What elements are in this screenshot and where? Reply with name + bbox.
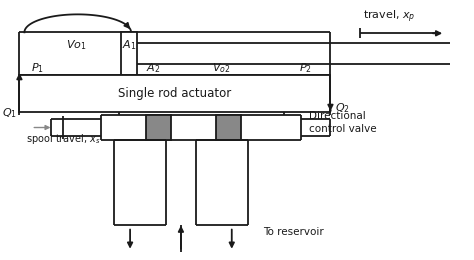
- Text: Directional
control valve: Directional control valve: [309, 111, 376, 134]
- Text: $P_2$: $P_2$: [299, 61, 312, 75]
- Text: $A_1$: $A_1$: [122, 38, 137, 52]
- Text: $V_{o2}$: $V_{o2}$: [211, 61, 230, 75]
- Text: $Q_1$: $Q_1$: [2, 107, 18, 120]
- Text: $Q_2$: $Q_2$: [336, 102, 350, 115]
- Text: Single rod actuator: Single rod actuator: [118, 87, 232, 100]
- Bar: [121, 32, 137, 75]
- Text: $Vo_1$: $Vo_1$: [66, 38, 87, 52]
- Bar: [146, 115, 171, 140]
- Text: $A_2$: $A_2$: [146, 61, 160, 75]
- Text: spool travel, $x_s$: spool travel, $x_s$: [27, 133, 101, 146]
- Bar: [216, 115, 241, 140]
- Text: $P_1$: $P_1$: [31, 61, 44, 75]
- Bar: [19, 75, 330, 112]
- Text: To reservoir: To reservoir: [263, 227, 323, 237]
- Text: travel, $x_p$: travel, $x_p$: [364, 9, 416, 25]
